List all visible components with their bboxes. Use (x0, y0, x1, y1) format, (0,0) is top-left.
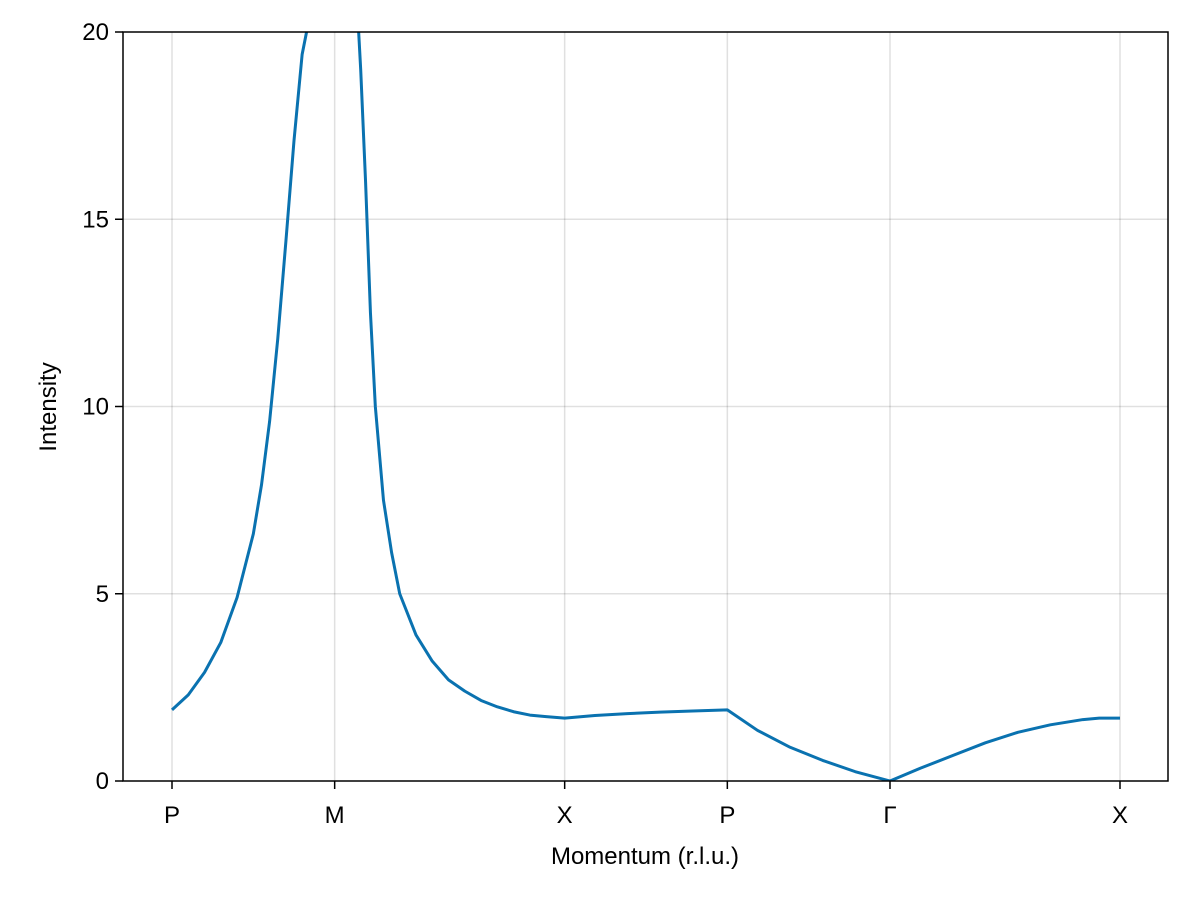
series-lines (170, 32, 1120, 781)
y-tick-label: 20 (82, 19, 109, 46)
x-tick-label: M (325, 802, 345, 829)
x-axis-title: Momentum (r.l.u.) (551, 843, 739, 870)
grid-lines (123, 32, 1168, 781)
x-tick-label: P (719, 802, 735, 829)
x-tick-label: Γ (883, 802, 896, 829)
intensity-line (170, 32, 1120, 781)
y-tick-label: 10 (82, 394, 109, 421)
x-tick-label: P (164, 802, 180, 829)
x-tick-label: X (557, 802, 573, 829)
y-axis-title: Intensity (35, 362, 62, 451)
y-tick-label: 5 (96, 581, 109, 608)
x-tick-label: X (1112, 802, 1128, 829)
y-tick-label: 0 (96, 768, 109, 795)
axis-ticks: P M X P Γ X 0 5 10 15 20 (82, 19, 1128, 829)
y-tick-label: 15 (82, 206, 109, 233)
